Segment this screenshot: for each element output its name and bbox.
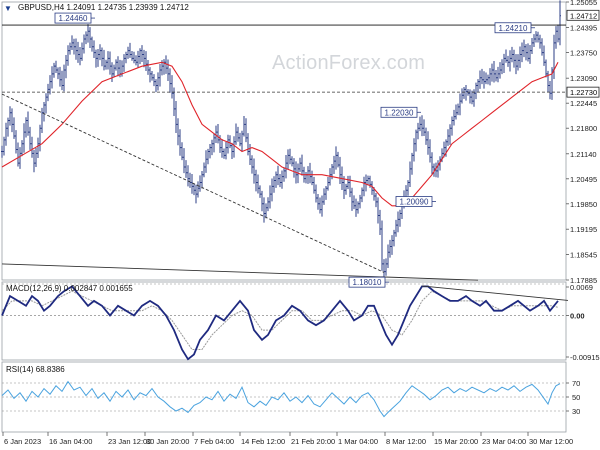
time-axis-label: 23 Jan 12:00: [108, 437, 151, 446]
macd-axis-label: 0.00: [570, 312, 585, 321]
macd-panel-header: MACD(12,26,9) 0.002847 0.001655: [6, 284, 133, 293]
current-price-label: 1.24712: [570, 11, 597, 20]
time-axis-label: 30 Jan 20:00: [146, 437, 189, 446]
rsi-panel-header: RSI(14) 68.8386: [6, 365, 65, 374]
current-price-box: [566, 9, 600, 21]
price-annotation: 1.24210: [494, 22, 535, 34]
price-axis-label: 1.19850: [570, 200, 597, 209]
price-annotation-text: 1.24460: [59, 14, 88, 23]
moving-average-line: [1, 61, 559, 207]
price-annotation: 1.20090: [395, 196, 436, 207]
rsi-axis-label: 70: [572, 379, 580, 388]
price-axis-label: 1.20495: [570, 175, 597, 184]
base-trendline: [1, 263, 479, 281]
macd-panel-frame: [1, 281, 567, 361]
time-axis-label: 30 Mar 12:00: [529, 437, 573, 446]
time-axis-label: 23 Mar 04:00: [482, 437, 526, 446]
time-axis-label: 14 Feb 12:00: [241, 437, 285, 446]
macd-panel: [1, 285, 569, 361]
falling-trendline: [1, 93, 385, 273]
macd-axis-label: 0.0069: [570, 283, 593, 292]
watermark-text: ActionForex.com: [272, 52, 426, 74]
price-annotation: 1.22030: [380, 106, 421, 118]
price-axis-label: 1.19195: [570, 225, 597, 234]
price-annotation-text: 1.20090: [400, 198, 429, 207]
price-panel-header: GBPUSD,H4 1.24091 1.24735 1.23939 1.2471…: [18, 3, 189, 12]
price-annotation: 1.18010: [348, 276, 389, 288]
rsi-axis-label: 30: [572, 407, 580, 416]
price-axis-label: 1.22445: [570, 99, 597, 108]
price-axis-label: 1.23090: [570, 74, 597, 83]
rsi-axis-label: 50: [572, 393, 580, 402]
macd-trendline: [421, 285, 569, 301]
time-axis-label: 6 Jan 2023: [4, 437, 41, 446]
price-annotation: 1.24460: [54, 12, 95, 24]
rsi-panel: [1, 380, 561, 418]
price-axis-label: 1.23750: [570, 49, 597, 58]
level-price-box: [566, 86, 600, 98]
price-axis-label: 1.24395: [570, 24, 597, 33]
price-axis-label: 1.18545: [570, 250, 597, 259]
price-annotation-text: 1.18010: [353, 278, 382, 287]
price-panel: 1.24460 1.24210 1.22030 1.20090 1.18010: [1, 0, 566, 288]
macd-axis-label: -0.009158: [570, 353, 600, 362]
time-axis-label: 8 Mar 12:00: [386, 437, 426, 446]
price-axis-label: 1.25055: [570, 0, 597, 7]
time-axis-label: 21 Feb 20:00: [291, 437, 335, 446]
rsi-line: [1, 380, 561, 418]
price-annotation-text: 1.22030: [385, 108, 414, 117]
symbol-arrow-icon: ▼: [4, 4, 12, 13]
macd-line: [1, 285, 559, 361]
price-axis-label: 1.17885: [570, 276, 597, 285]
price-axis-label: 1.21140: [570, 150, 597, 159]
time-axis-label: 1 Mar 04:00: [338, 437, 378, 446]
macd-signal-line: [1, 290, 559, 350]
price-axis-label: 1.21800: [570, 124, 597, 133]
price-annotation-text: 1.24210: [499, 24, 528, 33]
level-price-label: 1.22730: [570, 88, 597, 97]
time-axis-label: 7 Feb 04:00: [194, 437, 234, 446]
time-axis-label: 15 Mar 20:00: [434, 437, 478, 446]
price-panel-frame: [1, 1, 567, 281]
price-bars: [1, 7, 561, 278]
time-axis-label: 16 Jan 04:00: [49, 437, 92, 446]
